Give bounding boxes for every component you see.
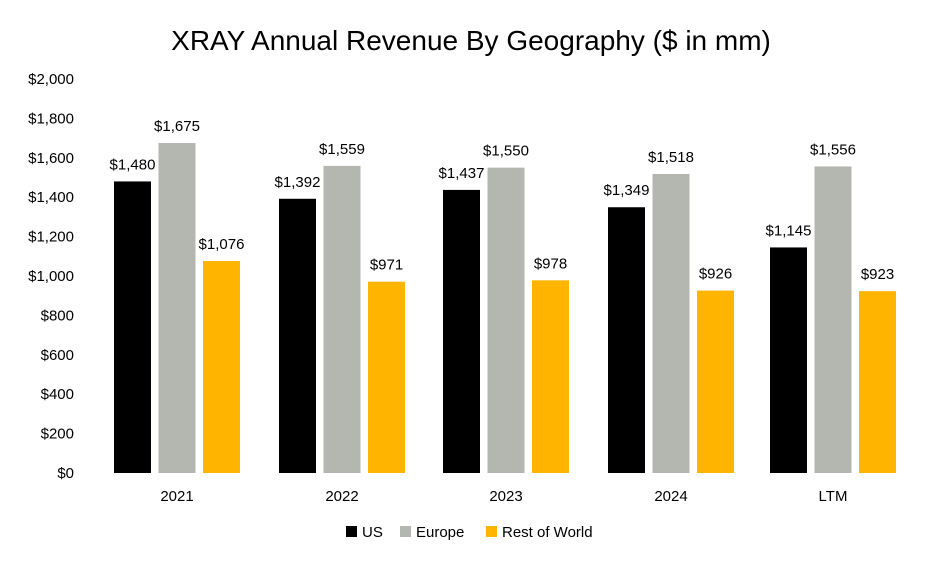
y-tick-label: $600 <box>41 347 74 364</box>
bars-group: $1,480 $1,675 $1,076 $1,392 $1,559 $971 $1,437… <box>110 118 896 474</box>
data-label: $1,437 <box>439 165 485 182</box>
bar-us-2024 <box>608 207 645 473</box>
bar-rest-of-world-2024 <box>697 290 734 473</box>
bar-rest-of-world-2022 <box>368 281 405 473</box>
y-tick-label: $1,400 <box>28 189 74 206</box>
data-label: $923 <box>861 266 894 283</box>
bar-europe-2022 <box>323 165 361 473</box>
data-label: $1,349 <box>604 182 650 199</box>
chart-title: XRAY Annual Revenue By Geography ($ in m… <box>171 25 771 56</box>
legend: US Europe Rest of World <box>346 524 593 541</box>
bar-europe-2024 <box>652 173 690 474</box>
legend-swatch-rest-of-world <box>486 526 497 537</box>
data-label: $971 <box>370 257 403 274</box>
x-tick-label: 2021 <box>160 488 193 505</box>
bar-us-ltm <box>770 247 807 473</box>
y-tick-label: $200 <box>41 426 74 443</box>
y-tick-label: $400 <box>41 386 74 403</box>
y-axis: $0 $200 $400 $600 $800 $1,000 $1,200 $1,400 $1,6… <box>28 71 74 482</box>
x-tick-label: 2022 <box>325 488 358 505</box>
data-label: $978 <box>534 255 567 272</box>
bar-europe-2021 <box>158 143 196 473</box>
x-tick-label: 2023 <box>489 488 522 505</box>
legend-label: US <box>362 524 383 541</box>
bar-europe-ltm <box>814 166 852 473</box>
data-label: $1,675 <box>154 118 200 135</box>
data-label: $926 <box>699 266 732 283</box>
data-label: $1,480 <box>110 156 156 173</box>
y-tick-label: $1,200 <box>28 229 74 246</box>
bar-rest-of-world-2023 <box>532 280 569 473</box>
bar-us-2022 <box>279 198 316 473</box>
data-label: $1,392 <box>275 174 321 191</box>
legend-label: Rest of World <box>502 524 593 541</box>
data-label: $1,556 <box>810 141 856 158</box>
bar-rest-of-world-ltm <box>859 291 896 473</box>
bar-us-2023 <box>443 189 480 473</box>
bar-europe-2023 <box>487 167 525 473</box>
y-tick-label: $1,000 <box>28 268 74 285</box>
y-tick-label: $0 <box>57 465 74 482</box>
data-label: $1,550 <box>483 143 529 160</box>
legend-label: Europe <box>416 524 464 541</box>
legend-swatch-us <box>346 526 357 537</box>
data-label: $1,076 <box>199 236 245 253</box>
data-label: $1,559 <box>319 141 365 158</box>
y-tick-label: $800 <box>41 307 74 324</box>
data-label: $1,518 <box>648 149 694 166</box>
y-tick-label: $2,000 <box>28 71 74 88</box>
bar-us-2021 <box>114 181 151 473</box>
y-tick-label: $1,600 <box>28 150 74 167</box>
x-tick-label: 2024 <box>654 488 687 505</box>
y-tick-label: $1,800 <box>28 110 74 127</box>
legend-swatch-europe <box>400 526 411 537</box>
x-tick-label: LTM <box>819 488 848 505</box>
data-label: $1,145 <box>766 222 812 239</box>
x-axis: 2021 2022 2023 2024 LTM <box>160 488 847 505</box>
bar-rest-of-world-2021 <box>203 261 240 473</box>
